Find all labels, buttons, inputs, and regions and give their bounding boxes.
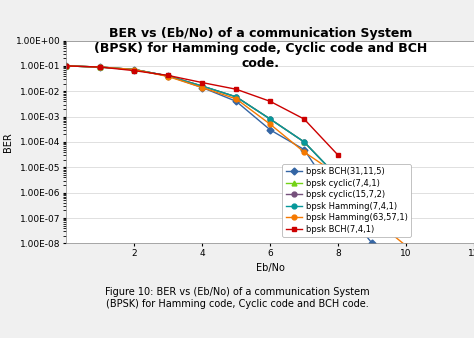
bpsk BCH(31,11,5) [64, 64, 69, 68]
bpsk Hamming(63,57,1) [98, 65, 103, 69]
bpsk Hamming(7,4,1) [165, 74, 171, 78]
bpsk BCH(31,11,5) [98, 65, 103, 69]
bpsk BCH(7,4,1) [335, 153, 341, 157]
bpsk Hamming(63,57,1) [200, 86, 205, 90]
Line: bpsk BCH(7,4,1): bpsk BCH(7,4,1) [64, 64, 340, 158]
bpsk BCH(31,11,5) [301, 148, 307, 152]
bpsk cyclic(15,7,2) [267, 117, 273, 121]
bpsk cyclic(7,4,1) [233, 95, 239, 99]
bpsk BCH(7,4,1) [165, 73, 171, 77]
bpsk BCH(7,4,1) [200, 80, 205, 84]
bpsk cyclic(15,7,2) [131, 68, 137, 72]
bpsk Hamming(63,57,1) [335, 173, 341, 177]
bpsk cyclic(15,7,2) [200, 84, 205, 88]
bpsk cyclic(7,4,1) [165, 74, 171, 78]
bpsk Hamming(7,4,1) [301, 140, 307, 144]
bpsk Hamming(7,4,1) [233, 95, 239, 99]
Text: BER vs (Eb/No) of a communication System
(BPSK) for Hamming code, Cyclic code an: BER vs (Eb/No) of a communication System… [94, 27, 428, 70]
bpsk cyclic(7,4,1) [335, 175, 341, 179]
bpsk Hamming(63,57,1) [165, 75, 171, 79]
bpsk BCH(7,4,1) [64, 64, 69, 68]
Line: bpsk cyclic(15,7,2): bpsk cyclic(15,7,2) [64, 64, 340, 180]
bpsk Hamming(63,57,1) [64, 64, 69, 68]
bpsk BCH(31,11,5) [335, 198, 341, 202]
bpsk Hamming(63,57,1) [403, 244, 409, 248]
bpsk cyclic(15,7,2) [335, 175, 341, 179]
bpsk BCH(31,11,5) [233, 99, 239, 103]
bpsk cyclic(7,4,1) [64, 64, 69, 68]
bpsk Hamming(7,4,1) [98, 65, 103, 69]
bpsk cyclic(15,7,2) [165, 74, 171, 78]
bpsk BCH(7,4,1) [301, 117, 307, 121]
bpsk cyclic(7,4,1) [98, 65, 103, 69]
bpsk BCH(31,11,5) [200, 86, 205, 90]
bpsk cyclic(15,7,2) [64, 64, 69, 68]
bpsk Hamming(63,57,1) [301, 150, 307, 154]
Line: bpsk Hamming(63,57,1): bpsk Hamming(63,57,1) [64, 64, 409, 248]
Line: bpsk cyclic(7,4,1): bpsk cyclic(7,4,1) [64, 64, 340, 180]
Legend: bpsk BCH(31,11,5), bpsk cyclic(7,4,1), bpsk cyclic(15,7,2), bpsk Hamming(7,4,1),: bpsk BCH(31,11,5), bpsk cyclic(7,4,1), b… [283, 164, 411, 237]
Y-axis label: BER: BER [3, 132, 13, 152]
bpsk cyclic(7,4,1) [267, 117, 273, 121]
bpsk BCH(7,4,1) [98, 65, 103, 69]
bpsk Hamming(63,57,1) [131, 68, 137, 72]
bpsk BCH(7,4,1) [233, 87, 239, 91]
bpsk cyclic(7,4,1) [301, 140, 307, 144]
bpsk BCH(31,11,5) [267, 128, 273, 132]
bpsk BCH(31,11,5) [131, 68, 137, 72]
bpsk cyclic(15,7,2) [98, 65, 103, 69]
bpsk Hamming(7,4,1) [267, 117, 273, 121]
Line: bpsk BCH(31,11,5): bpsk BCH(31,11,5) [64, 64, 374, 246]
bpsk Hamming(63,57,1) [369, 216, 375, 220]
bpsk Hamming(7,4,1) [64, 64, 69, 68]
bpsk Hamming(7,4,1) [335, 175, 341, 179]
bpsk Hamming(7,4,1) [200, 84, 205, 88]
bpsk BCH(31,11,5) [165, 74, 171, 78]
bpsk cyclic(7,4,1) [131, 68, 137, 72]
bpsk cyclic(15,7,2) [301, 140, 307, 144]
bpsk Hamming(63,57,1) [233, 97, 239, 101]
bpsk BCH(31,11,5) [369, 241, 375, 245]
X-axis label: Eb/No: Eb/No [256, 264, 284, 273]
bpsk cyclic(7,4,1) [200, 84, 205, 88]
bpsk BCH(7,4,1) [131, 69, 137, 73]
Text: Figure 10: BER vs (Eb/No) of a communication System
(BPSK) for Hamming code, Cyc: Figure 10: BER vs (Eb/No) of a communica… [105, 287, 369, 309]
bpsk Hamming(7,4,1) [131, 68, 137, 72]
Line: bpsk Hamming(7,4,1): bpsk Hamming(7,4,1) [64, 64, 340, 180]
bpsk cyclic(15,7,2) [233, 95, 239, 99]
bpsk BCH(7,4,1) [267, 99, 273, 103]
bpsk Hamming(63,57,1) [267, 122, 273, 126]
